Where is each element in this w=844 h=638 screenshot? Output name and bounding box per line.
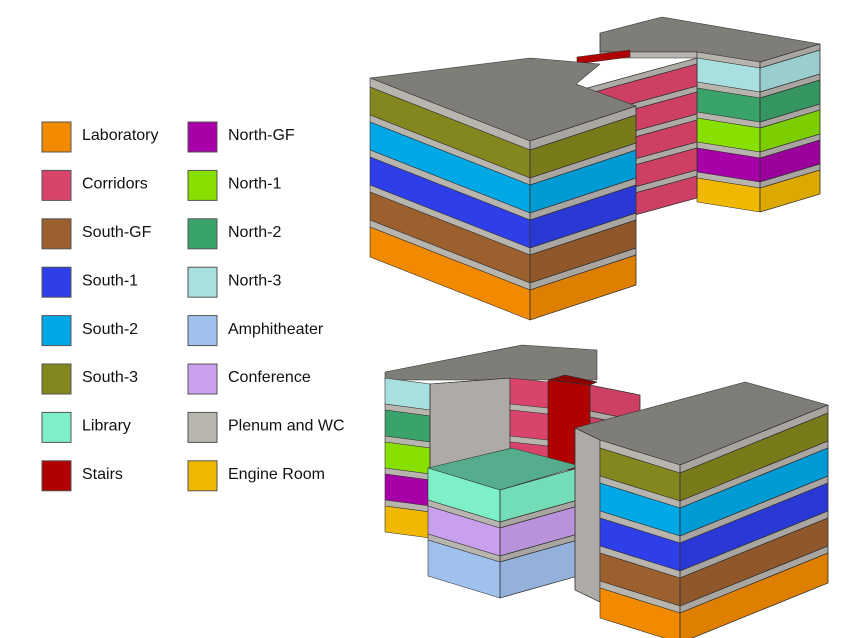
legend-swatch (41, 169, 72, 201)
stairs (576, 49, 631, 65)
legend-label: North-1 (228, 176, 281, 193)
legend-swatch (41, 315, 72, 347)
legend-label: North-3 (228, 272, 281, 289)
building-floor-shade (759, 169, 821, 213)
building-floor (509, 377, 549, 409)
legend-label: South-GF (82, 224, 152, 241)
legend-swatch (41, 218, 72, 250)
legend-swatch (187, 121, 218, 153)
building-floor (509, 409, 549, 441)
legend-label: South-1 (82, 272, 138, 289)
legend-swatch (187, 169, 218, 201)
legend-label: North-GF (228, 127, 295, 144)
legend-swatch (41, 411, 72, 443)
legend-label: Amphitheater (228, 321, 324, 338)
legend-label: South-2 (82, 321, 138, 338)
legend-swatch (41, 121, 72, 153)
building-floor (384, 505, 431, 539)
legend-label: Laboratory (82, 127, 159, 144)
building-floor-shade (679, 552, 829, 638)
legend-swatch (41, 266, 72, 298)
legend-swatch (187, 315, 218, 347)
legend-label: Plenum and WC (228, 418, 345, 435)
building-floor-shade (529, 254, 637, 321)
legend-swatch (41, 363, 72, 395)
legend-swatch (187, 460, 218, 492)
legend-swatch (187, 218, 218, 250)
legend-label: North-2 (228, 224, 281, 241)
legend-label: South-3 (82, 369, 138, 386)
building-floor-shade (574, 427, 601, 603)
legend-label: Engine Room (228, 466, 325, 483)
legend-swatch (187, 363, 218, 395)
legend-label: Corridors (82, 176, 148, 193)
legend-swatch (41, 460, 72, 492)
legend-label: Library (82, 418, 131, 435)
legend-swatch (187, 411, 218, 443)
legend-swatch (187, 266, 218, 298)
legend-label: Stairs (82, 466, 123, 483)
stairs-shade (547, 374, 598, 386)
building-floor (599, 587, 681, 638)
legend-label: Conference (228, 369, 311, 386)
